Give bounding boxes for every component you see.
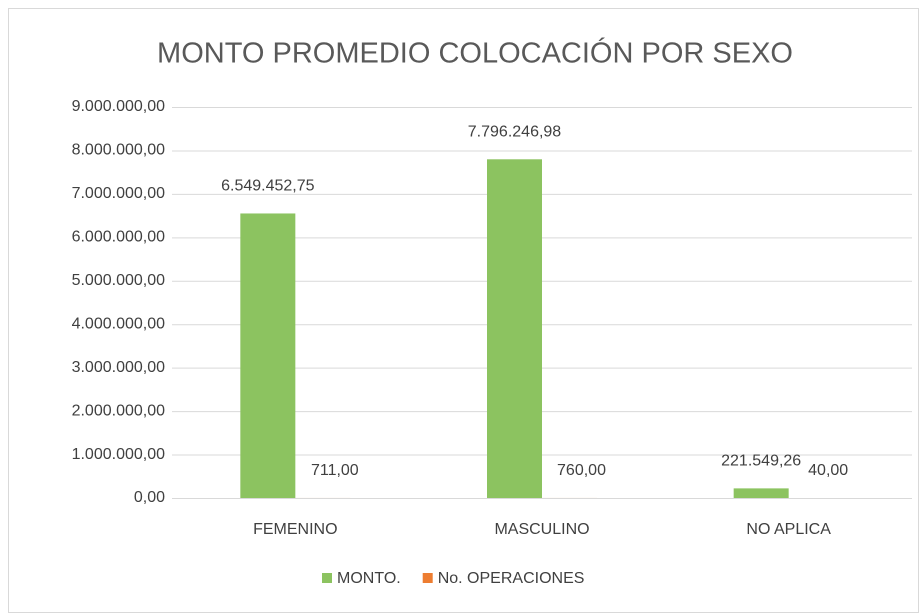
- y-tick-label: 7.000.000,00: [72, 185, 166, 202]
- chart-title: MONTO PROMEDIO COLOCACIÓN POR SEXO: [157, 37, 793, 70]
- x-tick-label: NO APLICA: [746, 521, 831, 538]
- y-tick-label: 6.000.000,00: [72, 229, 166, 246]
- y-tick-label: 3.000.000,00: [72, 359, 166, 376]
- value-label: 221.549,26: [721, 453, 801, 470]
- value-label: 40,00: [808, 462, 848, 479]
- y-tick-label: 5.000.000,00: [72, 272, 166, 289]
- y-tick-label: 1.000.000,00: [72, 446, 166, 463]
- x-tick-label: MASCULINO: [494, 521, 589, 538]
- y-tick-label: 0,00: [134, 489, 165, 506]
- bar: [733, 488, 789, 498]
- value-label: 7.796.246,98: [468, 124, 562, 141]
- legend-label: No. OPERACIONES: [438, 570, 585, 587]
- chart-border: [8, 8, 919, 613]
- y-tick-label: 2.000.000,00: [72, 402, 166, 419]
- y-tick-label: 9.000.000,00: [72, 98, 166, 115]
- legend-swatch: [322, 573, 332, 583]
- y-tick-label: 8.000.000,00: [72, 142, 166, 159]
- legend-swatch: [422, 573, 433, 583]
- value-label: 760,00: [557, 462, 606, 479]
- value-label: 711,00: [311, 462, 359, 479]
- bar: [487, 159, 542, 498]
- bar: [240, 213, 296, 499]
- legend-label: MONTO.: [337, 570, 401, 587]
- y-tick-label: 4.000.000,00: [72, 315, 166, 332]
- value-label: 6.549.452,75: [221, 178, 315, 195]
- x-tick-label: FEMENINO: [253, 521, 337, 538]
